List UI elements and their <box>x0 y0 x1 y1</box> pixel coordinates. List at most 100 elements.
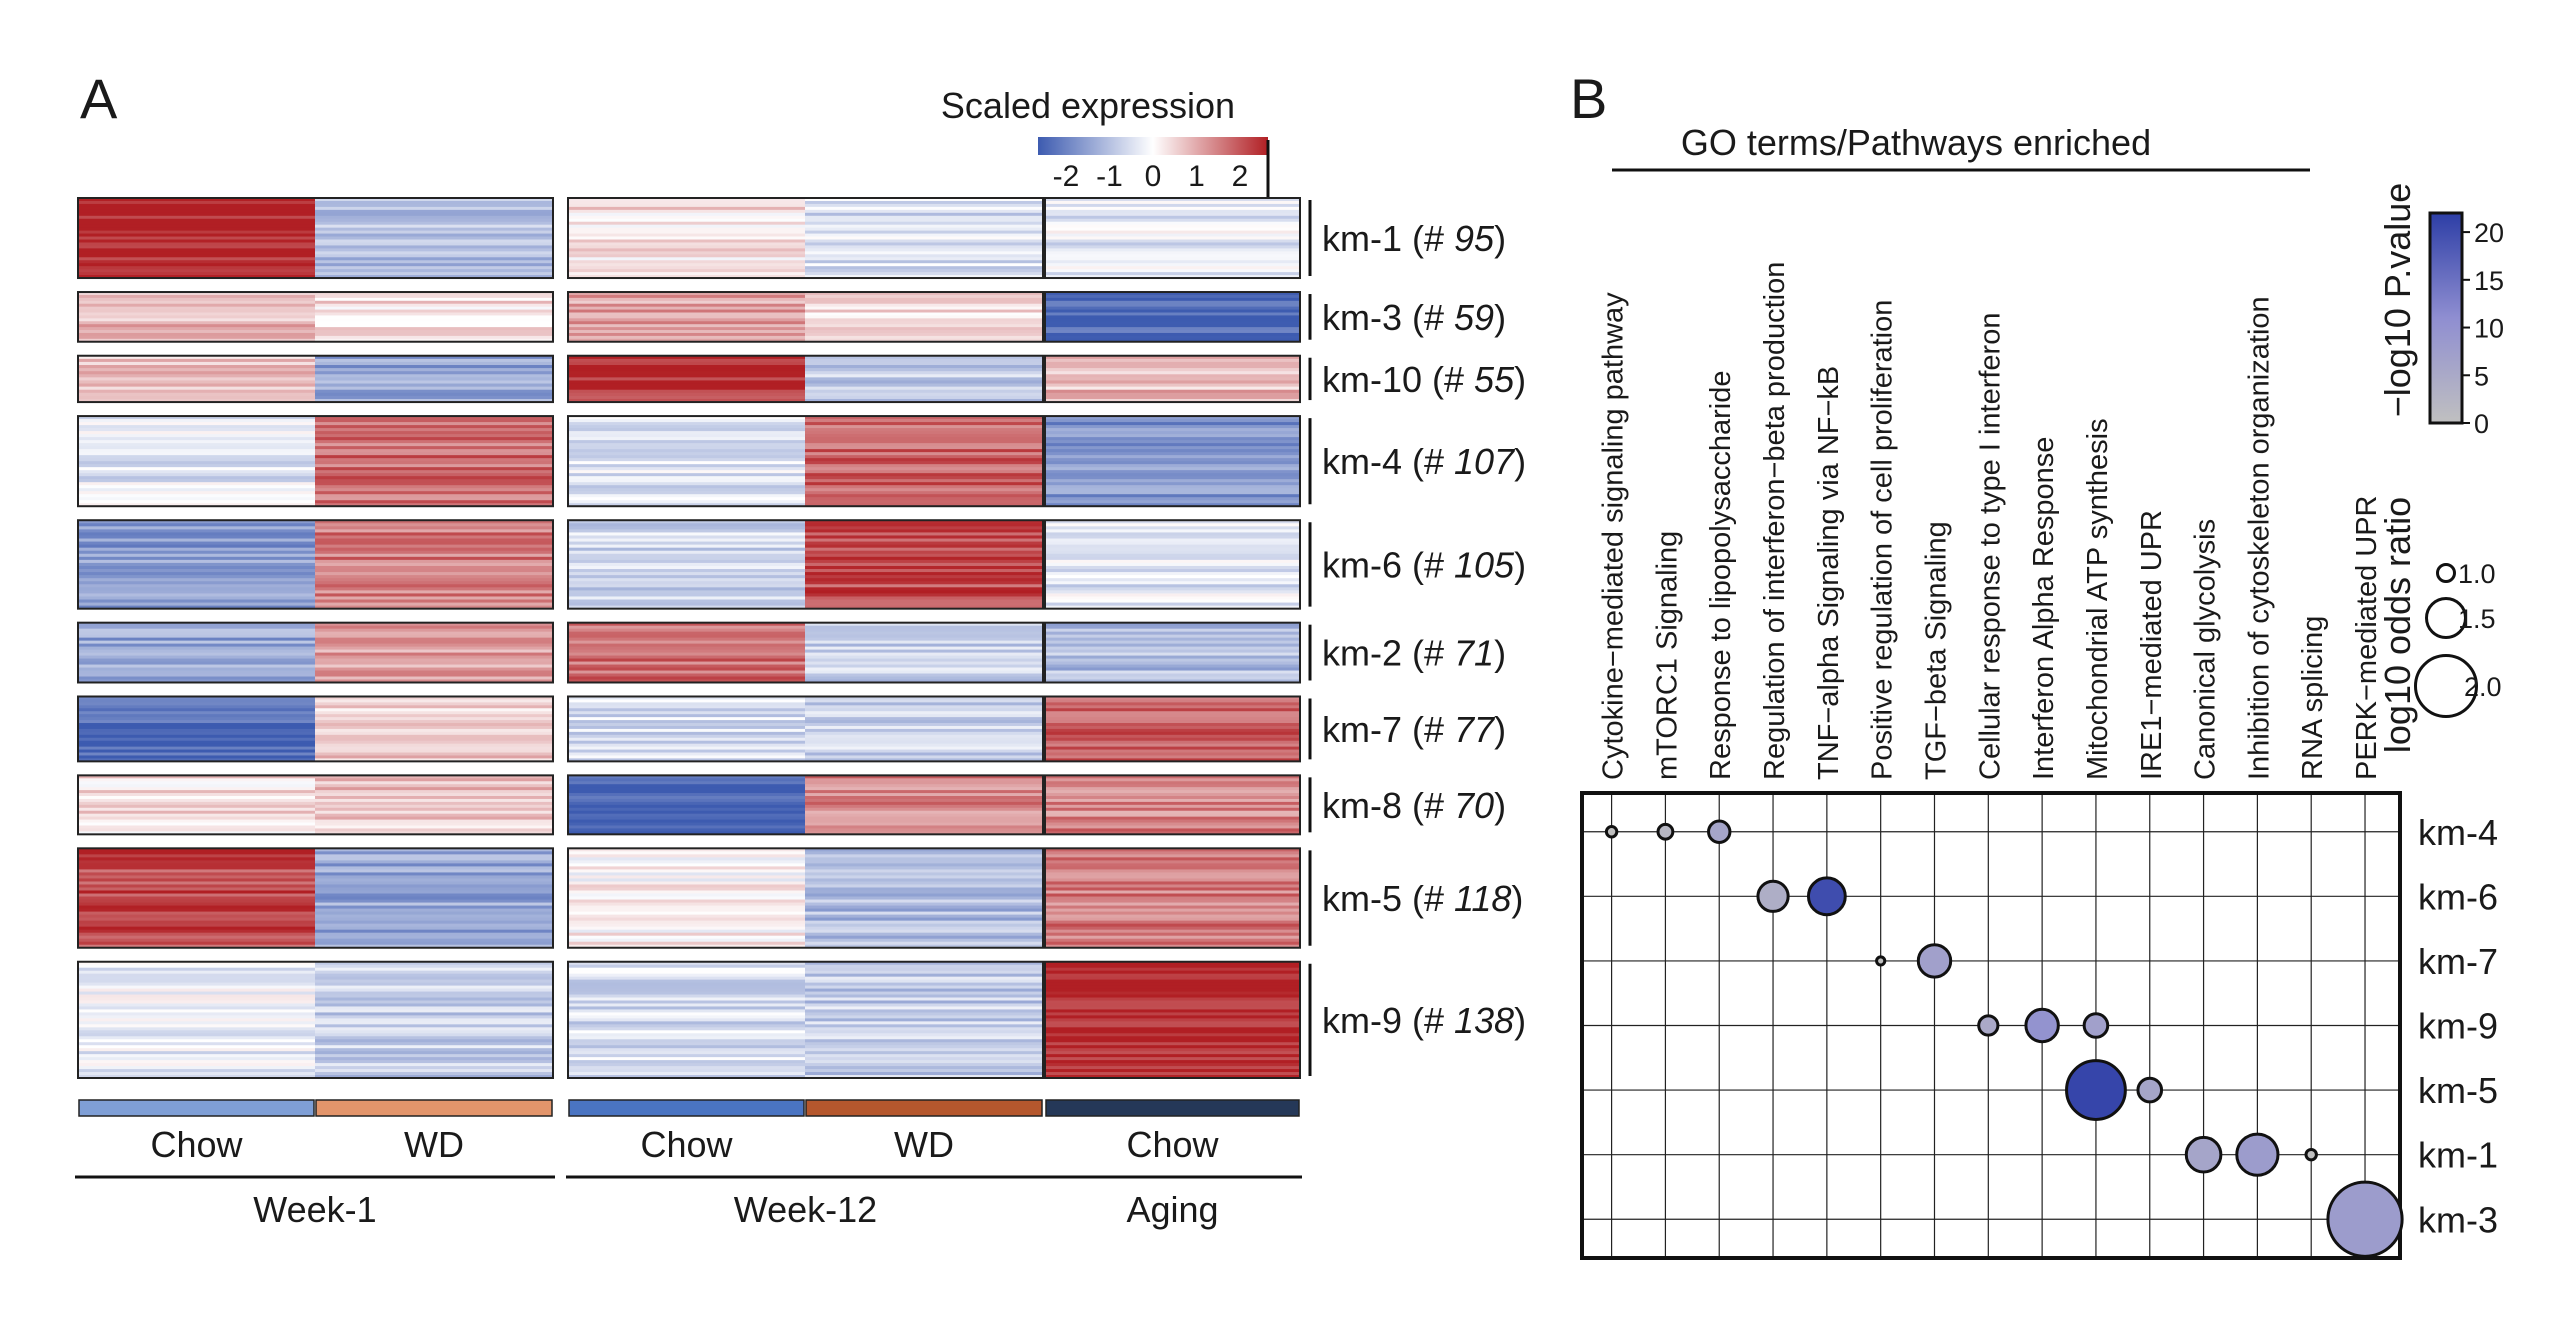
heat-stripe <box>805 781 1043 785</box>
heat-stripe <box>315 1057 553 1061</box>
heat-stripe <box>805 734 1043 739</box>
heat-stripe <box>805 520 1043 524</box>
heat-stripe <box>568 622 805 627</box>
heat-stripe <box>78 804 315 809</box>
column-bar <box>568 1099 805 1117</box>
heat-stripe <box>315 1075 553 1079</box>
heat-stripe <box>315 740 553 745</box>
heat-stripe <box>1045 970 1300 975</box>
heat-stripe <box>78 796 315 800</box>
heat-stripe <box>805 1024 1043 1028</box>
heat-stripe <box>805 275 1043 279</box>
heat-stripe <box>315 377 553 382</box>
heat-stripe <box>1045 497 1300 501</box>
heat-stripe <box>78 801 315 806</box>
heat-stripe <box>1045 881 1300 886</box>
heat-stripe <box>568 330 805 334</box>
heat-stripe <box>805 819 1043 824</box>
heat-stripe <box>315 967 553 972</box>
heat-stripe <box>1045 634 1300 639</box>
heat-stripe <box>568 743 805 748</box>
heat-stripe <box>78 330 315 334</box>
heat-stripe <box>78 731 315 736</box>
heat-stripe <box>315 599 553 604</box>
heat-stripe <box>805 664 1043 669</box>
heat-stripe <box>315 374 553 378</box>
heat-stripe <box>315 985 553 990</box>
heat-stripe <box>315 652 553 657</box>
block-frame <box>1044 415 1301 508</box>
heat-stripe <box>315 315 553 319</box>
heat-stripe <box>1045 300 1300 305</box>
heat-stripe <box>1045 781 1300 785</box>
block-frame <box>567 519 1044 610</box>
heat-stripe <box>805 822 1043 827</box>
heat-stripe <box>78 979 315 984</box>
heat-stripe <box>568 982 805 987</box>
heat-stripe <box>78 553 315 558</box>
cluster-label-km-7: km-7 (# 77) <box>1322 709 1506 750</box>
heat-stripe <box>568 679 805 684</box>
heat-stripe <box>315 312 553 317</box>
heat-stripe <box>805 324 1043 328</box>
heat-stripe <box>315 593 553 598</box>
heat-stripe <box>1045 1006 1300 1011</box>
heat-stripe <box>568 725 805 730</box>
heat-stripe <box>1045 452 1300 456</box>
heat-stripe <box>1045 1033 1300 1037</box>
heat-stripe <box>1045 673 1300 678</box>
heat-stripe <box>78 1024 315 1028</box>
heat-stripe <box>805 1027 1043 1031</box>
heat-stripe <box>315 711 553 715</box>
heat-stripe <box>1045 306 1300 311</box>
heat-stripe <box>315 479 553 483</box>
heat-stripe <box>805 758 1043 762</box>
heat-stripe <box>568 1054 805 1058</box>
heat-stripe <box>315 538 553 543</box>
heat-stripe <box>78 973 315 978</box>
heat-stripe <box>805 905 1043 910</box>
heat-stripe <box>315 221 553 226</box>
heat-stripe <box>78 825 315 830</box>
cluster-label-km-5: km-5 (# 118) <box>1322 878 1523 919</box>
heat-stripe <box>78 816 315 821</box>
heat-stripe <box>1045 988 1300 993</box>
heat-stripe <box>78 822 315 827</box>
heat-stripe <box>1045 203 1300 208</box>
heat-stripe <box>805 559 1043 564</box>
heat-stripe <box>78 479 315 483</box>
heat-stripe <box>805 1063 1043 1067</box>
heat-stripe <box>805 206 1043 211</box>
heat-stripe <box>315 752 553 757</box>
heat-stripe <box>805 523 1043 527</box>
expression-legend-title: Scaled expression <box>941 85 1235 126</box>
heat-stripe <box>78 221 315 226</box>
heat-stripe <box>1045 581 1300 585</box>
block-frame <box>1044 197 1301 280</box>
heat-stripe <box>78 941 315 946</box>
heat-stripe <box>805 377 1043 382</box>
heat-stripe <box>78 914 315 919</box>
heat-stripe <box>1045 377 1300 382</box>
heat-stripe <box>1045 1024 1300 1028</box>
heat-stripe <box>78 371 315 375</box>
heat-stripe <box>568 863 805 867</box>
heat-stripe <box>78 596 315 601</box>
heat-stripe <box>315 893 553 898</box>
heat-stripe <box>1045 523 1300 527</box>
heat-stripe <box>805 1015 1043 1019</box>
heat-stripe <box>315 801 553 806</box>
heat-stripe <box>1045 982 1300 987</box>
heat-stripe <box>805 368 1043 372</box>
expression-legend-tick: 0 <box>1145 160 1162 193</box>
heat-stripe <box>78 355 315 360</box>
heat-stripe <box>78 828 315 832</box>
heat-stripe <box>78 318 315 322</box>
heat-stripe <box>1045 740 1300 745</box>
heat-stripe <box>568 482 805 486</box>
heat-stripe <box>78 628 315 633</box>
heat-stripe <box>78 242 315 247</box>
heat-stripe <box>1045 275 1300 279</box>
heat-stripe <box>1045 547 1300 552</box>
heat-stripe <box>805 1069 1043 1073</box>
